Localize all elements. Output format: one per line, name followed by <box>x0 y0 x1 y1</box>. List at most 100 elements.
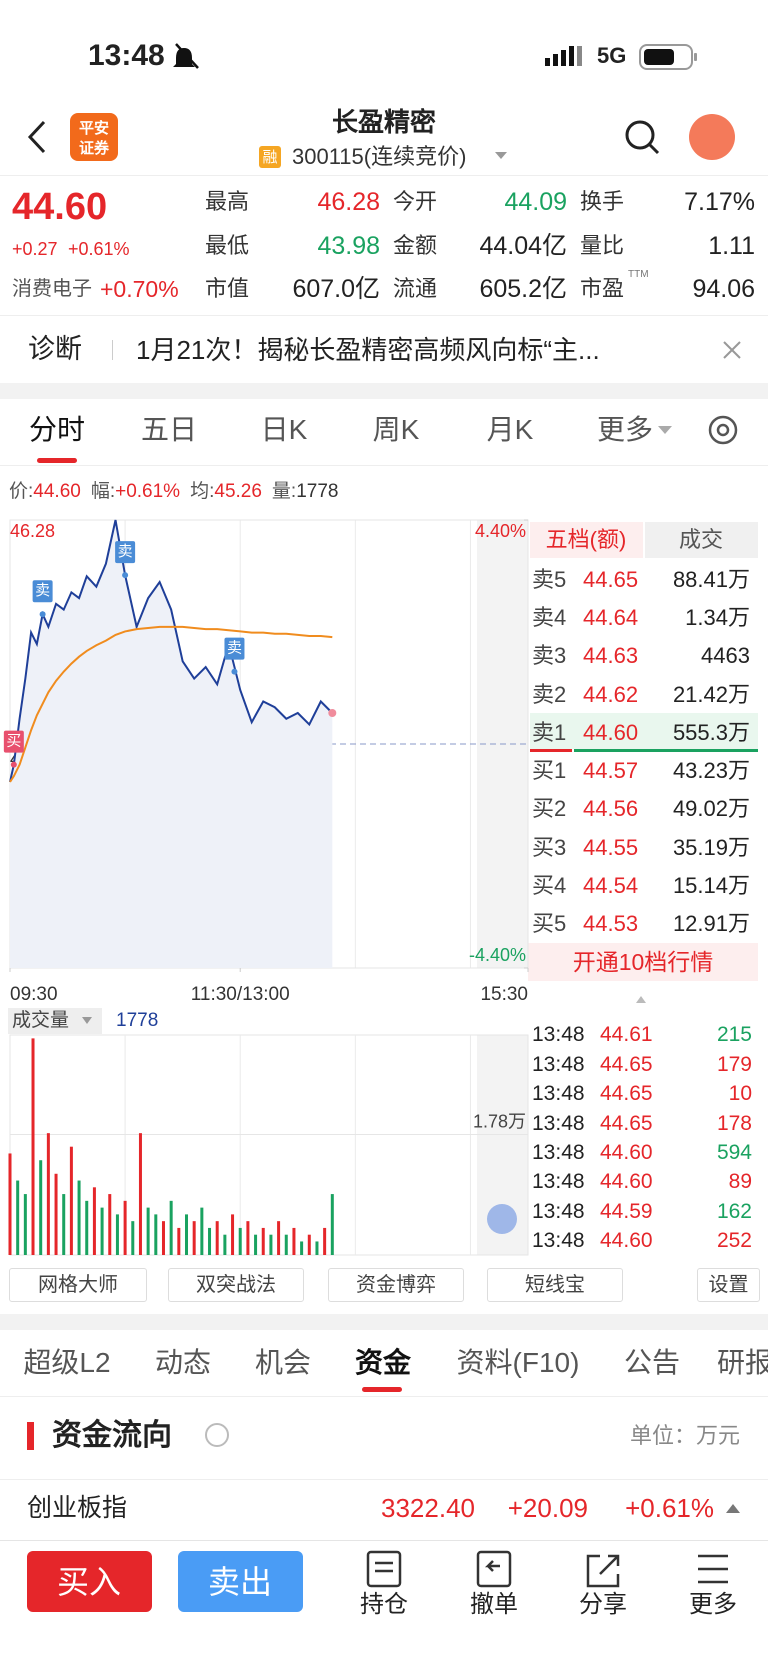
collapse-caret[interactable] <box>726 1504 740 1513</box>
info-tab[interactable]: 超级L2 <box>23 1347 111 1379</box>
volume-value: 1778 <box>116 1009 159 1031</box>
info-label: 均: <box>190 481 215 502</box>
order-level-name: 卖4 <box>532 604 567 630</box>
volume-bar <box>77 1180 81 1255</box>
stat-label: 今开 <box>393 188 438 214</box>
chart-tab[interactable]: 日K <box>260 414 308 446</box>
chart-tab[interactable]: 周K <box>372 414 420 446</box>
volume-bar <box>108 1194 112 1255</box>
chart-info: 价:44.60 幅:+0.61% 均:45.26 量:1778 <box>9 478 338 506</box>
stat-label: 流通 <box>393 275 438 301</box>
order-level-price: 44.57 <box>583 758 639 784</box>
price-line <box>9 519 334 783</box>
index-name: 创业板指 <box>27 1493 128 1522</box>
tool-button[interactable]: 双突战法 <box>168 1268 304 1302</box>
volume-bar <box>185 1214 189 1255</box>
order-book-header[interactable]: 五档(额) <box>545 526 627 552</box>
action-label[interactable]: 持仓 <box>360 1591 408 1619</box>
info-tab[interactable]: 资金 <box>354 1347 411 1379</box>
position-icon[interactable] <box>366 1550 402 1588</box>
network-type: 5G <box>597 42 627 68</box>
info-tab[interactable]: 动态 <box>154 1347 211 1379</box>
tool-button[interactable]: 资金博弈 <box>328 1268 464 1302</box>
action-label[interactable]: 撤单 <box>470 1591 518 1619</box>
volume-bar <box>192 1221 196 1255</box>
info-tab[interactable]: 公告 <box>623 1347 680 1379</box>
upgrade-link[interactable]: 开通10档行情 <box>572 948 714 975</box>
trade-time: 13:48 <box>532 1170 585 1194</box>
chart-tab[interactable]: 分时 <box>28 414 85 446</box>
x-tick-label: 09:30 <box>10 984 58 1005</box>
y-tick-label: 46.28 <box>10 521 55 541</box>
news-text[interactable]: 1月21次！揭秘长盈精密高频风向标“主... <box>136 334 600 365</box>
info-value: 45.26 <box>214 481 262 502</box>
volume-bar <box>154 1214 158 1255</box>
trade-volume: 89 <box>728 1170 752 1194</box>
order-level-price: 44.53 <box>583 911 639 937</box>
order-level-name: 卖2 <box>532 681 567 707</box>
trade-time: 13:48 <box>532 1111 585 1135</box>
volume-bar <box>123 1200 127 1255</box>
tool-button[interactable]: 网格大师 <box>9 1268 147 1302</box>
avatar[interactable] <box>689 114 735 160</box>
trade-price: 44.65 <box>600 1082 653 1106</box>
chart-tab[interactable]: 五日 <box>140 414 197 446</box>
trade-time: 13:48 <box>532 1082 585 1106</box>
upgrade-bg[interactable] <box>528 943 758 981</box>
tool-button[interactable]: 设置 <box>697 1268 760 1302</box>
order-level-price: 44.65 <box>583 566 639 592</box>
refresh-button[interactable] <box>487 1204 517 1234</box>
volume-bar <box>323 1227 327 1255</box>
info-tab[interactable]: 机会 <box>254 1347 311 1379</box>
back-button[interactable] <box>27 120 46 154</box>
action-label[interactable]: 更多 <box>689 1591 737 1619</box>
trade-marker-dot <box>39 611 46 618</box>
info-tab[interactable]: 研报 <box>716 1347 768 1379</box>
order-level-volume: 43.23万 <box>672 758 750 784</box>
chart-tab[interactable]: 更多 <box>596 414 653 446</box>
buy-button[interactable] <box>27 1551 152 1612</box>
funds-title: 资金流向 <box>52 1419 172 1452</box>
volume-bar <box>54 1173 58 1255</box>
info-tab[interactable]: 资料(F10) <box>456 1347 580 1379</box>
trade-price: 44.60 <box>600 1229 653 1253</box>
order-level-name: 买3 <box>532 834 567 860</box>
search-button[interactable] <box>625 120 660 155</box>
trade-volume: 594 <box>716 1140 752 1164</box>
stat-label: 最高 <box>205 188 250 214</box>
more-icon[interactable] <box>698 1554 728 1584</box>
settings-button[interactable] <box>708 415 738 445</box>
info-label: 幅: <box>90 481 116 502</box>
info-value: 1778 <box>296 481 339 502</box>
tool-button[interactable]: 短线宝 <box>487 1268 623 1302</box>
sell-button[interactable] <box>178 1551 303 1612</box>
share-icon[interactable] <box>586 1554 620 1588</box>
trade-volume: 178 <box>716 1111 752 1135</box>
cancel-icon[interactable] <box>476 1550 512 1588</box>
chart-tab[interactable]: 月K <box>486 414 534 446</box>
info-icon[interactable] <box>205 1423 229 1447</box>
volume-bar <box>277 1221 281 1255</box>
trade-price: 44.61 <box>600 1023 653 1047</box>
order-book-header[interactable]: 成交 <box>678 526 723 552</box>
divider <box>0 1479 768 1480</box>
order-level-volume: 4463 <box>701 643 750 669</box>
volume-bar <box>254 1234 258 1255</box>
volume-bar <box>161 1221 165 1255</box>
stat-value: 44.04亿 <box>479 231 567 260</box>
order-level-price: 44.60 <box>583 719 639 745</box>
divider <box>0 315 768 316</box>
close-button[interactable] <box>723 341 741 359</box>
order-level-name: 卖1 <box>532 719 567 745</box>
volume-bar <box>208 1227 212 1255</box>
logo <box>70 113 118 161</box>
order-level-name: 卖3 <box>532 643 567 669</box>
best-ask-underline <box>574 749 758 752</box>
y-tick-label: 1.78万 <box>473 1111 526 1131</box>
buy-label[interactable]: 买入 <box>56 1563 121 1600</box>
sell-label[interactable]: 卖出 <box>207 1563 272 1600</box>
signal-icon <box>545 46 582 66</box>
margin-tag-text: 融 <box>262 148 278 166</box>
x-tick-label: 11:30/13:00 <box>191 984 290 1005</box>
action-label[interactable]: 分享 <box>579 1591 627 1619</box>
